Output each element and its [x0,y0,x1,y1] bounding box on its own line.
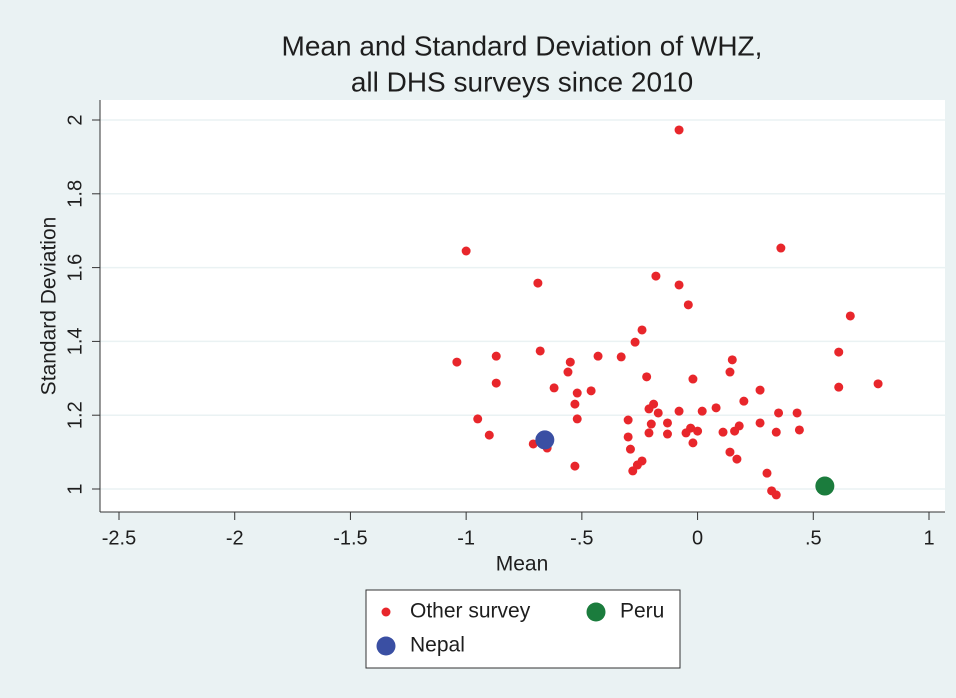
point [628,466,638,476]
y-tick-label: 1.4 [64,327,86,355]
point [730,426,740,436]
point [725,447,735,457]
chart-title: Mean and Standard Deviation of WHZ, [282,30,763,61]
point [625,444,635,454]
point [711,403,721,413]
plot-area [100,100,945,512]
point [718,427,728,437]
point [653,408,663,418]
point [565,357,575,367]
point [739,396,749,406]
point [593,351,603,361]
y-tick-label: 1 [64,483,86,494]
x-tick-label: -2.5 [102,527,136,549]
point [461,246,471,256]
legend-label: Nepal [410,634,465,657]
point [644,404,654,414]
point [873,379,883,389]
point [688,438,698,448]
legend-marker [381,607,391,617]
legend-marker [376,636,396,656]
point [815,476,835,496]
point [646,419,656,429]
point [570,399,580,409]
point [484,430,494,440]
point [533,278,543,288]
point [834,382,844,392]
point [535,430,555,450]
point [623,432,633,442]
point [725,367,735,377]
point [693,426,703,436]
x-tick-label: -2 [226,527,244,549]
point [732,454,742,464]
point [774,408,784,418]
point [642,372,652,382]
point [683,300,693,310]
point [572,388,582,398]
point [674,280,684,290]
point [727,355,737,365]
point [688,374,698,384]
point [644,428,654,438]
point [762,468,772,478]
point [674,125,684,135]
point [845,311,855,321]
y-axis-label: Standard Deviation [38,217,61,396]
point [697,406,707,416]
point [662,429,672,439]
legend-label: Peru [620,600,664,623]
point [535,346,545,356]
y-tick-label: 1.6 [64,254,86,282]
point [572,414,582,424]
x-tick-label: .5 [805,527,822,549]
point [452,357,462,367]
point [755,385,765,395]
x-tick-label: 1 [923,527,934,549]
point [616,352,626,362]
point [674,406,684,416]
point [681,428,691,438]
point [473,414,483,424]
point [755,418,765,428]
point [794,425,804,435]
point [623,415,633,425]
point [662,418,672,428]
point [570,461,580,471]
x-axis-label: Mean [496,553,549,576]
chart-title: all DHS surveys since 2010 [351,66,693,97]
y-tick-label: 1.2 [64,401,86,429]
point [637,325,647,335]
y-tick-label: 1.8 [64,180,86,208]
point [776,243,786,253]
point [651,271,661,281]
point [792,408,802,418]
point [630,337,640,347]
point [834,347,844,357]
point [491,378,501,388]
point [771,490,781,500]
legend-marker [586,602,606,622]
point [563,367,573,377]
x-tick-label: -.5 [570,527,593,549]
point [549,383,559,393]
x-tick-label: 0 [692,527,703,549]
point [491,351,501,361]
x-tick-label: -1.5 [333,527,367,549]
point [586,386,596,396]
point [771,427,781,437]
legend-label: Other survey [410,600,531,623]
x-tick-label: -1 [457,527,475,549]
legend [365,589,681,669]
y-tick-label: 2 [64,114,86,125]
